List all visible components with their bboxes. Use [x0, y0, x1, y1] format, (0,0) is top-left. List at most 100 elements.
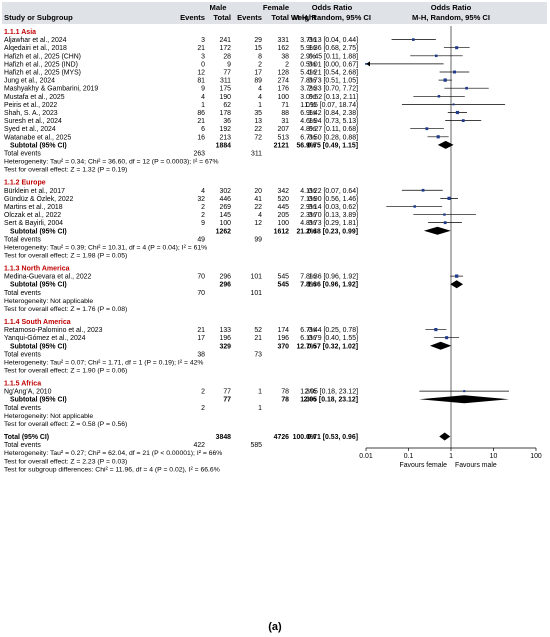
study-point — [443, 221, 447, 225]
subgroup-title: 1.1.5 Africa — [4, 381, 41, 388]
study-name: Shah, S. A., 2023 — [4, 110, 58, 117]
subtotal-male-total: 77 — [223, 397, 231, 404]
study-weight: 3.0% — [300, 94, 316, 101]
subtotal-weight: 56.9% — [296, 142, 316, 149]
male-total: 311 — [220, 78, 231, 85]
subtotal-label: Subtotal (95% CI) — [10, 282, 67, 289]
study-ci: 1.36 [0.96, 1.92] — [308, 274, 358, 281]
total-events-female: 311 — [251, 151, 262, 158]
female-total: 2 — [285, 61, 289, 68]
study-weight: 4.1% — [300, 188, 316, 195]
study-ci: 0.79 [0.40, 1.55] — [308, 335, 358, 342]
study-name: Syed et al., 2024 — [4, 126, 56, 133]
female-events: 22 — [254, 204, 262, 211]
female-total: 513 — [278, 134, 290, 141]
subtotal-ci: 2.05 [0.18, 23.12] — [304, 397, 358, 404]
study-point — [436, 135, 440, 139]
overall-effect-test: Test for overall effect: Z = 0.58 (P = 0… — [4, 421, 127, 428]
female-events: 29 — [254, 37, 262, 44]
female-events: 15 — [254, 45, 262, 52]
study-name: Retamoso-Palomino et al., 2023 — [4, 327, 103, 334]
study-weight: 6.1% — [300, 335, 316, 342]
heterogeneity: Heterogeneity: Tau² = 0.34; Chi² = 36.60… — [4, 159, 219, 166]
subtotal-diamond — [450, 280, 464, 289]
subtotal-label: Subtotal (95% CI) — [10, 397, 67, 404]
female-events: 35 — [254, 110, 262, 117]
total-events-female: 1 — [258, 405, 262, 412]
subtotal-male-total: 329 — [220, 343, 232, 350]
female-events: 20 — [254, 188, 262, 195]
x-tick-label: 0.1 — [404, 453, 414, 460]
female-events: 89 — [254, 78, 262, 85]
study-ci: 0.73 [0.29, 1.81] — [308, 220, 358, 227]
x-tick-label: 1 — [449, 453, 453, 460]
study-name: Bürklein et al., 2017 — [4, 188, 65, 195]
male-events: 86 — [197, 110, 205, 117]
male-events: 2 — [201, 212, 205, 219]
study-weight: 3.7% — [300, 86, 316, 93]
header-study: Study or Subgroup — [4, 13, 73, 22]
heterogeneity: Heterogeneity: Tau² = 0.39; Chi² = 10.31… — [4, 244, 207, 251]
study-weight: 3.7% — [300, 37, 316, 44]
study-ci: 1.15 [0.07, 18.74] — [304, 102, 358, 109]
male-total: 36 — [223, 118, 231, 125]
header-or-text: Odds Ratio — [312, 3, 353, 12]
female-total: 176 — [278, 86, 290, 93]
subtotal-female-total: 545 — [278, 282, 290, 289]
favours-female-label: Favours female — [400, 462, 448, 469]
study-ci: 0.73 [0.51, 1.05] — [308, 78, 358, 85]
total-events-male: 38 — [197, 351, 205, 358]
overall-total-events-female: 585 — [251, 442, 263, 449]
female-total: 445 — [278, 204, 290, 211]
overall-total-events-label: Total events — [4, 442, 41, 449]
favours-male-label: Favours male — [455, 462, 497, 469]
male-total: 133 — [220, 327, 232, 334]
study-name: Yanqui-Gómez et al., 2024 — [4, 335, 86, 342]
male-total: 196 — [220, 335, 232, 342]
female-events: 4 — [258, 94, 262, 101]
study-ci: 1.94 [0.73, 5.13] — [308, 118, 358, 125]
study-point — [437, 95, 441, 98]
total-events-label: Total events — [4, 351, 41, 358]
female-events: 101 — [251, 274, 263, 281]
study-point — [463, 390, 466, 393]
study-point — [452, 103, 455, 106]
female-events: 21 — [254, 335, 262, 342]
study-point — [445, 336, 449, 340]
total-events-male: 49 — [197, 236, 205, 243]
subgroup-title: 1.1.3 North America — [4, 266, 70, 273]
male-total: 77 — [223, 70, 231, 77]
female-total: 520 — [278, 196, 290, 203]
subtotal-label: Subtotal (95% CI) — [10, 142, 67, 149]
subtotal-weight: 7.8% — [300, 282, 316, 289]
female-total: 31 — [281, 118, 289, 125]
study-ci: 1.21 [0.54, 2.68] — [308, 70, 358, 77]
study-weight: 1.0% — [300, 102, 316, 109]
female-total: 100 — [278, 94, 290, 101]
subgroup-title: 1.1.2 Europe — [4, 180, 46, 187]
header-or-plot: Odds Ratio — [431, 3, 472, 12]
male-total: 446 — [220, 196, 232, 203]
female-events: 12 — [254, 220, 262, 227]
male-events: 2 — [201, 389, 205, 396]
subtotal-female-total: 370 — [278, 343, 290, 350]
overall-female-total: 4726 — [274, 434, 289, 441]
total-events-label: Total events — [4, 405, 41, 412]
header-male: Male — [210, 3, 227, 12]
male-total: 172 — [220, 45, 232, 52]
subtotal-female-total: 2121 — [274, 142, 289, 149]
subtotal-weight: 1.3% — [300, 397, 316, 404]
male-events: 2 — [201, 204, 205, 211]
study-weight: 2.3% — [300, 212, 316, 219]
x-tick-label: 100 — [530, 453, 542, 460]
subtotal-ci: 0.48 [0.23, 0.99] — [307, 228, 358, 235]
male-events: 3 — [201, 53, 205, 60]
subtotal-female-total: 1612 — [274, 228, 289, 235]
study-point — [455, 110, 460, 115]
female-events: 4 — [258, 86, 262, 93]
study-name: Suresh et al., 2024 — [4, 118, 62, 125]
male-total: 9 — [227, 61, 231, 68]
total-events-label: Total events — [4, 290, 41, 297]
study-point — [425, 127, 429, 131]
header-male-events: Events — [180, 13, 205, 22]
